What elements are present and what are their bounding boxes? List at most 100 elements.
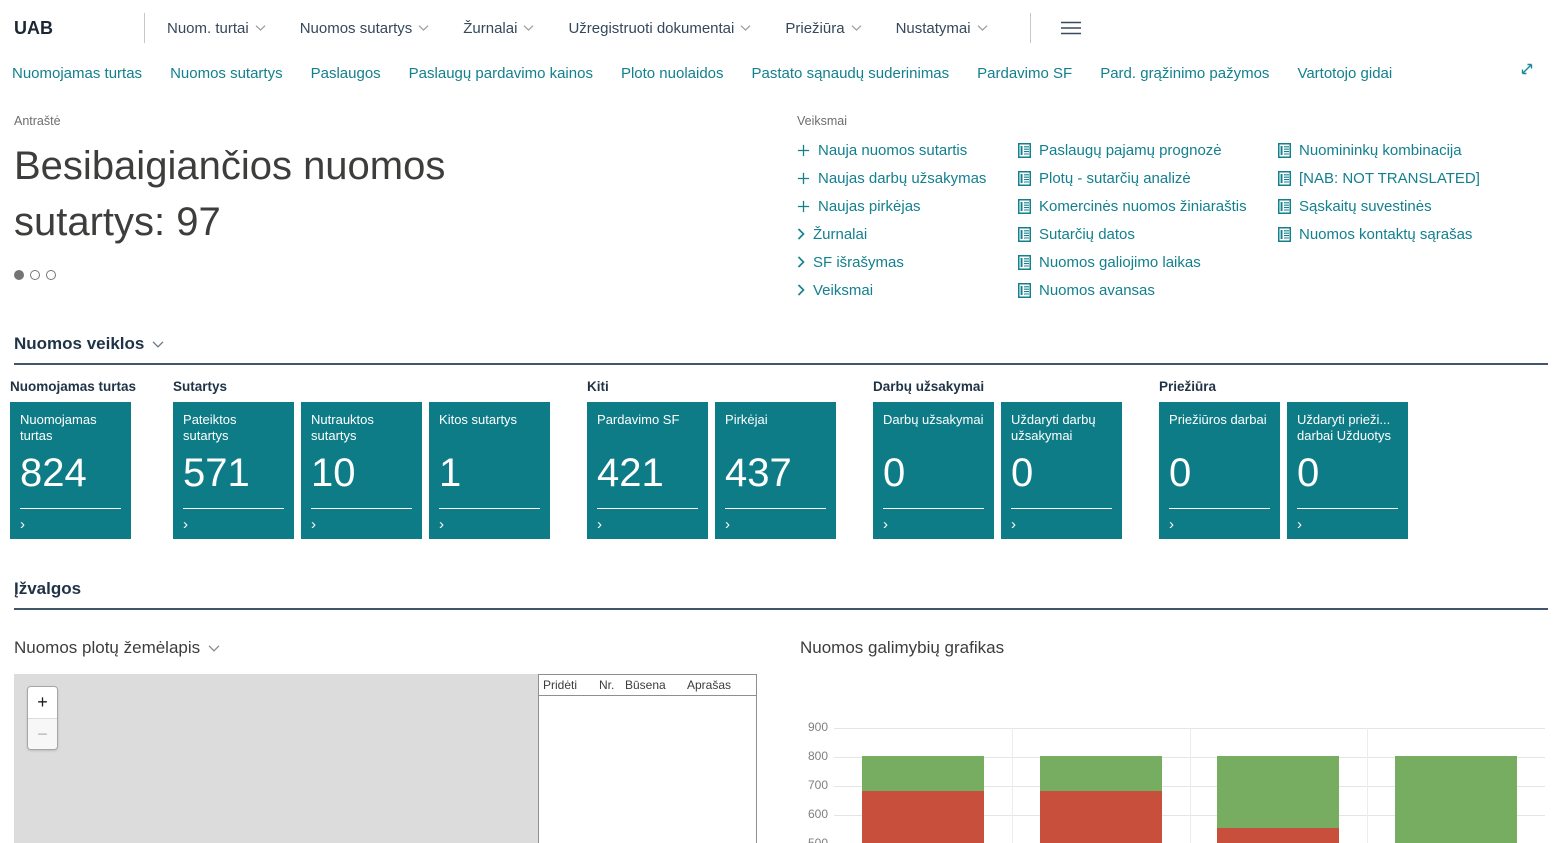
ribbon-link-pard-grazinimo-pazymos[interactable]: Pard. grąžinimo pažymos: [1100, 64, 1270, 82]
chevron-right-icon: ›: [183, 516, 189, 533]
action-zurnalai[interactable]: Žurnalai: [797, 220, 1018, 248]
group-sutartys: Sutartys Pateiktos sutartys 571 › Nutrau…: [173, 379, 551, 539]
menu-item-nuomos-sutartys[interactable]: Nuomos sutartys: [300, 20, 430, 37]
chevron-right-icon: ›: [883, 516, 889, 533]
carousel-dot-2[interactable]: [30, 270, 40, 280]
map-panel: + − Pridėti Nr. Būsena Aprašas: [14, 674, 757, 843]
hero-section: Antraštė Besibaigiančios nuomos sutartys…: [0, 90, 1562, 304]
lease-areas-map[interactable]: + −: [14, 674, 538, 843]
report-icon: [1018, 254, 1031, 270]
chart-ytick-label: 500: [807, 836, 828, 843]
section-divider: [14, 608, 1548, 610]
action-nauja-nuomos-sutartis[interactable]: Nauja nuomos sutartis: [797, 136, 1018, 164]
map-zoom-control: + −: [27, 686, 58, 750]
action-naujas-darbu-uzsakymas[interactable]: Naujas darbų užsakymas: [797, 164, 1018, 192]
tile-title: Nuomojamas turtas: [20, 412, 97, 443]
menu-icon[interactable]: [1060, 21, 1081, 35]
tile-nutrauktos-sutartys[interactable]: Nutrauktos sutartys 10 ›: [301, 402, 423, 539]
carousel-dot-3[interactable]: [46, 270, 56, 280]
tile-title: Priežiūros darbai: [1169, 412, 1267, 427]
action-label: Naujas pirkėjas: [818, 197, 921, 215]
tile-pardavimo-sf[interactable]: Pardavimo SF 421 ›: [587, 402, 709, 539]
action-nuomos-kontaktu-sarasas[interactable]: Nuomos kontaktų sąrašas: [1278, 220, 1542, 248]
tile-value: 571: [183, 451, 250, 495]
tile-prieziuros-darbai[interactable]: Priežiūros darbai 0 ›: [1159, 402, 1281, 539]
ribbon-link-nuomojamas-turtas[interactable]: Nuomojamas turtas: [12, 64, 143, 82]
section-title: Nuomos veiklos: [14, 334, 145, 353]
tile-divider: [439, 508, 541, 509]
tile-value: 0: [1011, 451, 1034, 495]
report-icon: [1278, 198, 1291, 214]
menu-item-nuom-turtai[interactable]: Nuom. turtai: [167, 20, 266, 37]
chevron-right-icon: [797, 256, 805, 268]
column-header-aprasas[interactable]: Aprašas: [687, 678, 732, 692]
tile-kitos-sutartys[interactable]: Kitos sutartys 1 ›: [429, 402, 551, 539]
action-nuomos-avansas[interactable]: Nuomos avansas: [1018, 276, 1278, 304]
action-plotu-sutarciu-analize[interactable]: Plotų - sutarčių analizė: [1018, 164, 1278, 192]
menu-item-prieziura[interactable]: Priežiūra: [785, 20, 861, 37]
action-label: Nuomos avansas: [1039, 281, 1155, 299]
ribbon-link-vartotojo-gidai[interactable]: Vartotojo gidai: [1297, 64, 1393, 82]
map-section-header[interactable]: Nuomos plotų žemėlapis: [14, 638, 800, 658]
activities-section-header[interactable]: Nuomos veiklos: [0, 334, 1562, 354]
map-areas-table: Pridėti Nr. Būsena Aprašas: [538, 674, 757, 843]
group-darbu-uzsakymai: Darbų užsakymai Darbų užsakymai 0 › Užda…: [873, 379, 1123, 539]
action-nuomininku-kombinacija[interactable]: Nuomininkų kombinacija: [1278, 136, 1542, 164]
menu-item-nustatymai[interactable]: Nustatymai: [896, 20, 988, 37]
map-zoom-out-button[interactable]: −: [28, 718, 57, 749]
tile-pirkejai[interactable]: Pirkėjai 437 ›: [715, 402, 837, 539]
action-label: Nuomos kontaktų sąrašas: [1299, 225, 1473, 243]
tile-value: 1: [439, 451, 462, 495]
group-label: Sutartys: [173, 379, 228, 394]
chart-section-title: Nuomos galimybių grafikas: [800, 638, 1005, 657]
ribbon-link-nuomos-sutartys[interactable]: Nuomos sutartys: [170, 64, 283, 82]
tile-value: 0: [883, 451, 906, 495]
chevron-down-icon: [740, 25, 751, 31]
app-brand[interactable]: UAB: [14, 17, 53, 38]
tile-pateiktos-sutartys[interactable]: Pateiktos sutartys 571 ›: [173, 402, 295, 539]
chevron-down-icon: [152, 340, 164, 348]
tile-darbu-uzsakymai[interactable]: Darbų užsakymai 0 ›: [873, 402, 995, 539]
ribbon-link-pastato-sanaudu-suderinimas[interactable]: Pastato sąnaudų suderinimas: [751, 64, 950, 82]
action-nuomos-galiojimo-laikas[interactable]: Nuomos galiojimo laikas: [1018, 248, 1278, 276]
tile-nuomojamas-turtas[interactable]: Nuomojamas turtas 824 ›: [10, 402, 131, 539]
chart-section-header: Nuomos galimybių grafikas: [800, 638, 1004, 658]
action-saskaitu-suvestines[interactable]: Sąskaitų suvestinės: [1278, 192, 1542, 220]
ribbon-link-pardavimo-sf[interactable]: Pardavimo SF: [977, 64, 1073, 82]
column-header-prideti[interactable]: Pridėti: [543, 678, 578, 692]
column-header-busena[interactable]: Būsena: [625, 678, 666, 692]
group-label: Priežiūra: [1159, 379, 1217, 394]
menu-item-zurnalai[interactable]: Žurnalai: [463, 20, 534, 37]
action-sutarciu-datos[interactable]: Sutarčių datos: [1018, 220, 1278, 248]
ribbon-link-paslaugos[interactable]: Paslaugos: [310, 64, 381, 82]
plus-icon: [797, 200, 810, 212]
section-title: Įžvalgos: [14, 579, 82, 598]
tile-uzdaryti-prieziuros-darbai[interactable]: Uždaryti prieži... darbai Užduotys 0 ›: [1287, 402, 1409, 539]
ribbon-link-ploto-nuolaidos[interactable]: Ploto nuolaidos: [620, 64, 724, 82]
action-paslaugu-pajamu-prognoze[interactable]: Paslaugų pajamų prognozė: [1018, 136, 1278, 164]
bar-segment-green: [861, 755, 984, 791]
insights-section-header: Įžvalgos: [0, 579, 1562, 599]
menu-item-uzregistruoti-dokumentai[interactable]: Užregistruoti dokumentai: [568, 20, 751, 37]
action-sf-israsymas[interactable]: SF išrašymas: [797, 248, 1018, 276]
report-icon: [1278, 170, 1291, 186]
expand-diagonal-icon[interactable]: [1518, 60, 1536, 83]
action-veiksmai[interactable]: Veiksmai: [797, 276, 1018, 304]
map-zoom-in-button[interactable]: +: [28, 687, 57, 718]
ribbon-link-paslaugu-pardavimo-kainos[interactable]: Paslaugų pardavimo kainos: [408, 64, 593, 82]
tile-value: 10: [311, 451, 356, 495]
carousel-dot-1[interactable]: [14, 270, 24, 280]
report-icon: [1018, 142, 1031, 158]
bar-segment-green: [1395, 755, 1518, 843]
group-prieziura: Priežiūra Priežiūros darbai 0 › Uždaryti…: [1159, 379, 1409, 539]
table-header-row: Pridėti Nr. Būsena Aprašas: [539, 675, 756, 696]
action-komercines-nuomos-ziniarastis[interactable]: Komercinės nuomos žiniaraštis: [1018, 192, 1278, 220]
tile-divider: [725, 508, 827, 509]
column-header-nr[interactable]: Nr.: [599, 678, 615, 692]
tile-uzdaryti-darbu-uzsakymai[interactable]: Uždaryti darbų užsakymai 0 ›: [1001, 402, 1123, 539]
action-naujas-pirkejas[interactable]: Naujas pirkėjas: [797, 192, 1018, 220]
action-label: Sutarčių datos: [1039, 225, 1135, 243]
action-nab-not-translated[interactable]: [NAB: NOT TRANSLATED]: [1278, 164, 1542, 192]
bar-segment-red: [861, 790, 984, 843]
bar-segment-green: [1039, 755, 1162, 791]
